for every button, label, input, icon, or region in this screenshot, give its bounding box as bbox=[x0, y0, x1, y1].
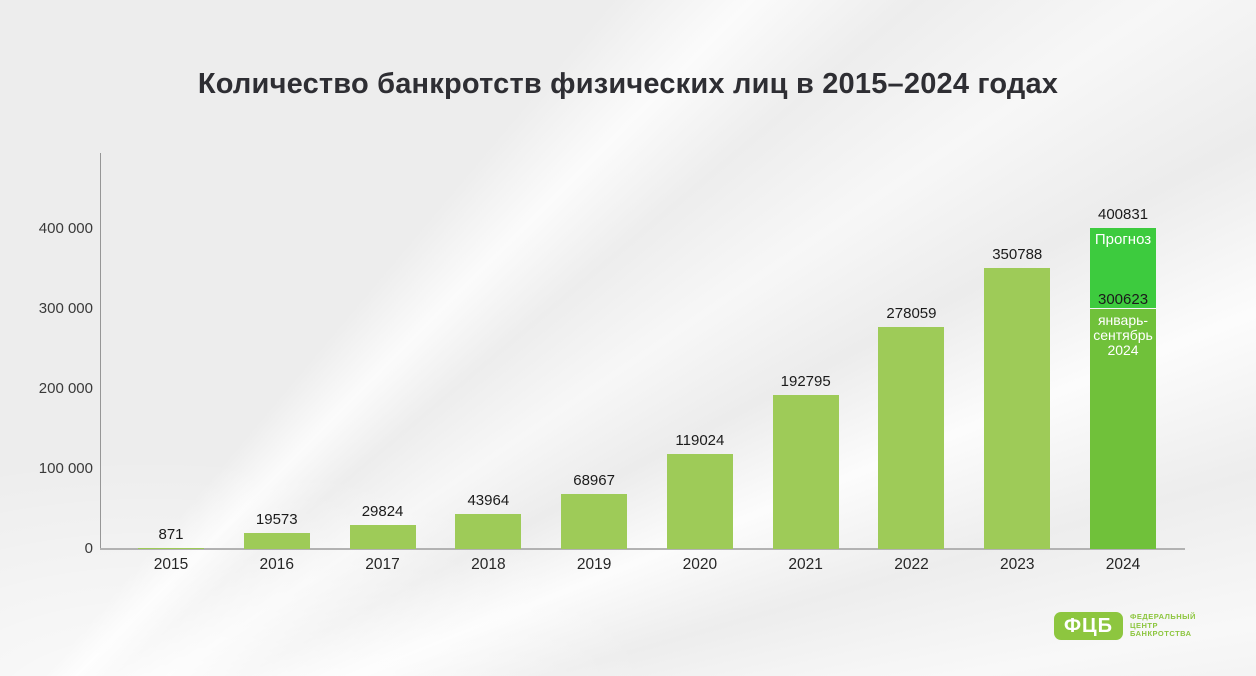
y-tick-400000: 400 000 bbox=[38, 220, 93, 237]
year-label-2022: 2022 bbox=[894, 556, 929, 573]
y-tick-200000: 200 000 bbox=[38, 380, 93, 397]
year-label-2018: 2018 bbox=[471, 556, 506, 573]
bar-2024-actual-segment: январь- сентябрь 2024 bbox=[1090, 308, 1157, 549]
year-label-2016: 2016 bbox=[259, 556, 294, 573]
value-label-2020: 119024 bbox=[675, 431, 725, 449]
bar-2017 bbox=[349, 525, 416, 549]
value-label-2022: 278059 bbox=[886, 304, 937, 322]
year-label-2021: 2021 bbox=[788, 556, 823, 573]
year-label-2024: 2024 bbox=[1105, 556, 1141, 573]
bar-2024-forecast-segment: Прогноз 300623 bbox=[1090, 228, 1157, 309]
year-label-2023: 2023 bbox=[999, 556, 1035, 573]
fcb-logo-caption-line3: БАНКРОТСТВА bbox=[1130, 629, 1192, 639]
bar-2018 bbox=[455, 513, 522, 549]
year-label-2017: 2017 bbox=[365, 556, 400, 573]
fcb-logo: ФЦБ ФЕДЕРАЛЬНЫЙ ЦЕНТР БАНКРОТСТВА bbox=[1054, 612, 1196, 640]
bar-2016 bbox=[243, 533, 310, 549]
bar-2023 bbox=[984, 268, 1051, 549]
y-tick-300000: 300 000 bbox=[38, 300, 93, 317]
value-label-2024: 400831 bbox=[1097, 206, 1149, 224]
bar-2015 bbox=[138, 548, 204, 549]
year-label-2020: 2020 bbox=[682, 556, 718, 573]
value-label-2019: 68967 bbox=[573, 471, 615, 489]
value-label-2023: 350788 bbox=[992, 246, 1043, 264]
y-tick-0: 0 bbox=[84, 540, 93, 557]
bar-2021 bbox=[772, 394, 839, 549]
value-label-2018: 43964 bbox=[467, 491, 510, 509]
value-label-2017: 29824 bbox=[361, 503, 404, 521]
y-tick-100000: 100 000 bbox=[38, 460, 93, 477]
fcb-logo-abbr: ФЦБ bbox=[1063, 615, 1114, 637]
value-label-2016: 19573 bbox=[255, 511, 298, 529]
value-label-2015: 871 bbox=[158, 526, 184, 543]
chart-title: Количество банкротств физических лиц в 2… bbox=[197, 68, 1059, 100]
fcb-logo-caption-line1: ФЕДЕРАЛЬНЫЙ bbox=[1130, 612, 1196, 622]
year-label-2019: 2019 bbox=[576, 556, 612, 573]
fcb-logo-caption: ФЕДЕРАЛЬНЫЙ ЦЕНТР БАНКРОТСТВА bbox=[1130, 613, 1196, 639]
bar-2024-actual-label: январь- сентябрь 2024 bbox=[1093, 311, 1153, 358]
x-axis-baseline bbox=[100, 548, 1185, 550]
bar-2022 bbox=[878, 326, 945, 549]
bar-2024-forecast-label: Прогноз bbox=[1094, 231, 1152, 249]
y-axis-line bbox=[100, 153, 101, 549]
bar-2020 bbox=[666, 453, 733, 549]
value-label-2021: 192795 bbox=[780, 372, 831, 390]
year-label-2015: 2015 bbox=[153, 556, 189, 573]
bar-2019 bbox=[561, 493, 628, 549]
bar-2024-actual-value: 300623 bbox=[1097, 291, 1149, 309]
fcb-logo-mark: ФЦБ bbox=[1054, 612, 1123, 640]
bar-2024: Прогноз 300623 январь- сентябрь 2024 bbox=[1090, 228, 1157, 549]
fcb-logo-caption-line2: ЦЕНТР bbox=[1130, 620, 1158, 630]
